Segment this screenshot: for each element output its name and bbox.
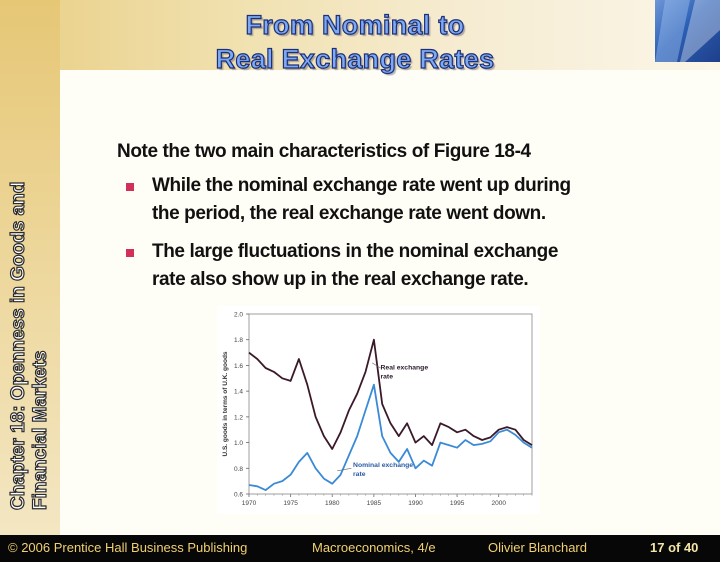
real-rate-label: Real exchange rate bbox=[381, 364, 429, 380]
bullet-marker-1 bbox=[126, 183, 134, 191]
slide-title-line1: From Nominal to bbox=[245, 9, 465, 40]
y-tick-label: 1.6 bbox=[234, 363, 243, 370]
left-decor-band bbox=[0, 0, 60, 535]
intro-text: Note the two main characteristics of Fig… bbox=[117, 141, 531, 162]
bullet-2: The large fluctuations in the nominal ex… bbox=[152, 238, 692, 294]
y-tick-label: 2.0 bbox=[234, 312, 243, 319]
slide-title-line2: Real Exchange Rates bbox=[215, 43, 495, 74]
footer-copyright: © 2006 Prentice Hall Business Publishing bbox=[8, 540, 248, 555]
top-decor-band bbox=[0, 0, 720, 70]
bullet-marker-2 bbox=[126, 249, 134, 257]
footer-author: Olivier Blanchard bbox=[488, 540, 587, 555]
chapter-side-label: Chapter 18: Openness in Goods and Financ… bbox=[7, 181, 51, 511]
nominal-rate-pointer bbox=[337, 467, 352, 472]
bullet-1-line2: the period, the real exchange rate went … bbox=[152, 203, 546, 224]
y-tick-label: 1.8 bbox=[234, 337, 243, 344]
nominal-rate-label: Nominal exchange rate bbox=[353, 462, 413, 478]
bullet-2-line2: rate also show up in the real exchange r… bbox=[152, 269, 529, 290]
real-exchange-rate-line bbox=[248, 338, 533, 450]
real-rate-pointer bbox=[372, 362, 381, 369]
x-tick-label: 1990 bbox=[408, 500, 423, 507]
footer-page-number: 17 of 40 bbox=[650, 540, 699, 555]
y-tick-label: 1.2 bbox=[234, 414, 243, 421]
chart-svg: 0.6 0.8 1.0 1.2 1.4 1.6 1.8 2.0 1970 1975 1980 1985… bbox=[222, 312, 533, 507]
exchange-rate-chart: 0.6 0.8 1.0 1.2 1.4 1.6 1.8 2.0 1970 1975 1980 1985… bbox=[217, 306, 540, 514]
x-tick-label: 2000 bbox=[491, 500, 506, 507]
footer-book: Macroeconomics, 4/e bbox=[312, 540, 436, 555]
bullet-2-line1: The large fluctuations in the nominal ex… bbox=[152, 241, 559, 262]
y-tick-label: 1.4 bbox=[234, 389, 243, 396]
bullet-1: While the nominal exchange rate went up … bbox=[152, 172, 692, 228]
nominal-exchange-rate-line bbox=[248, 383, 533, 492]
x-tick-label: 1975 bbox=[283, 500, 298, 507]
footer-bar: © 2006 Prentice Hall Business Publishing… bbox=[0, 535, 720, 562]
x-tick-label: 1980 bbox=[325, 500, 340, 507]
y-tick-label: 0.6 bbox=[234, 492, 243, 499]
x-tick-label: 1985 bbox=[367, 500, 382, 507]
x-tick-label: 1970 bbox=[242, 500, 257, 507]
bullet-1-line1: While the nominal exchange rate went up … bbox=[152, 175, 571, 196]
y-axis-label: U.S. goods in terms of U.K. goods bbox=[222, 351, 229, 456]
y-tick-label: 1.0 bbox=[234, 440, 243, 447]
corner-decor-graphic bbox=[655, 0, 720, 62]
x-tick-label: 1995 bbox=[450, 500, 465, 507]
y-tick-label: 0.8 bbox=[234, 466, 243, 473]
